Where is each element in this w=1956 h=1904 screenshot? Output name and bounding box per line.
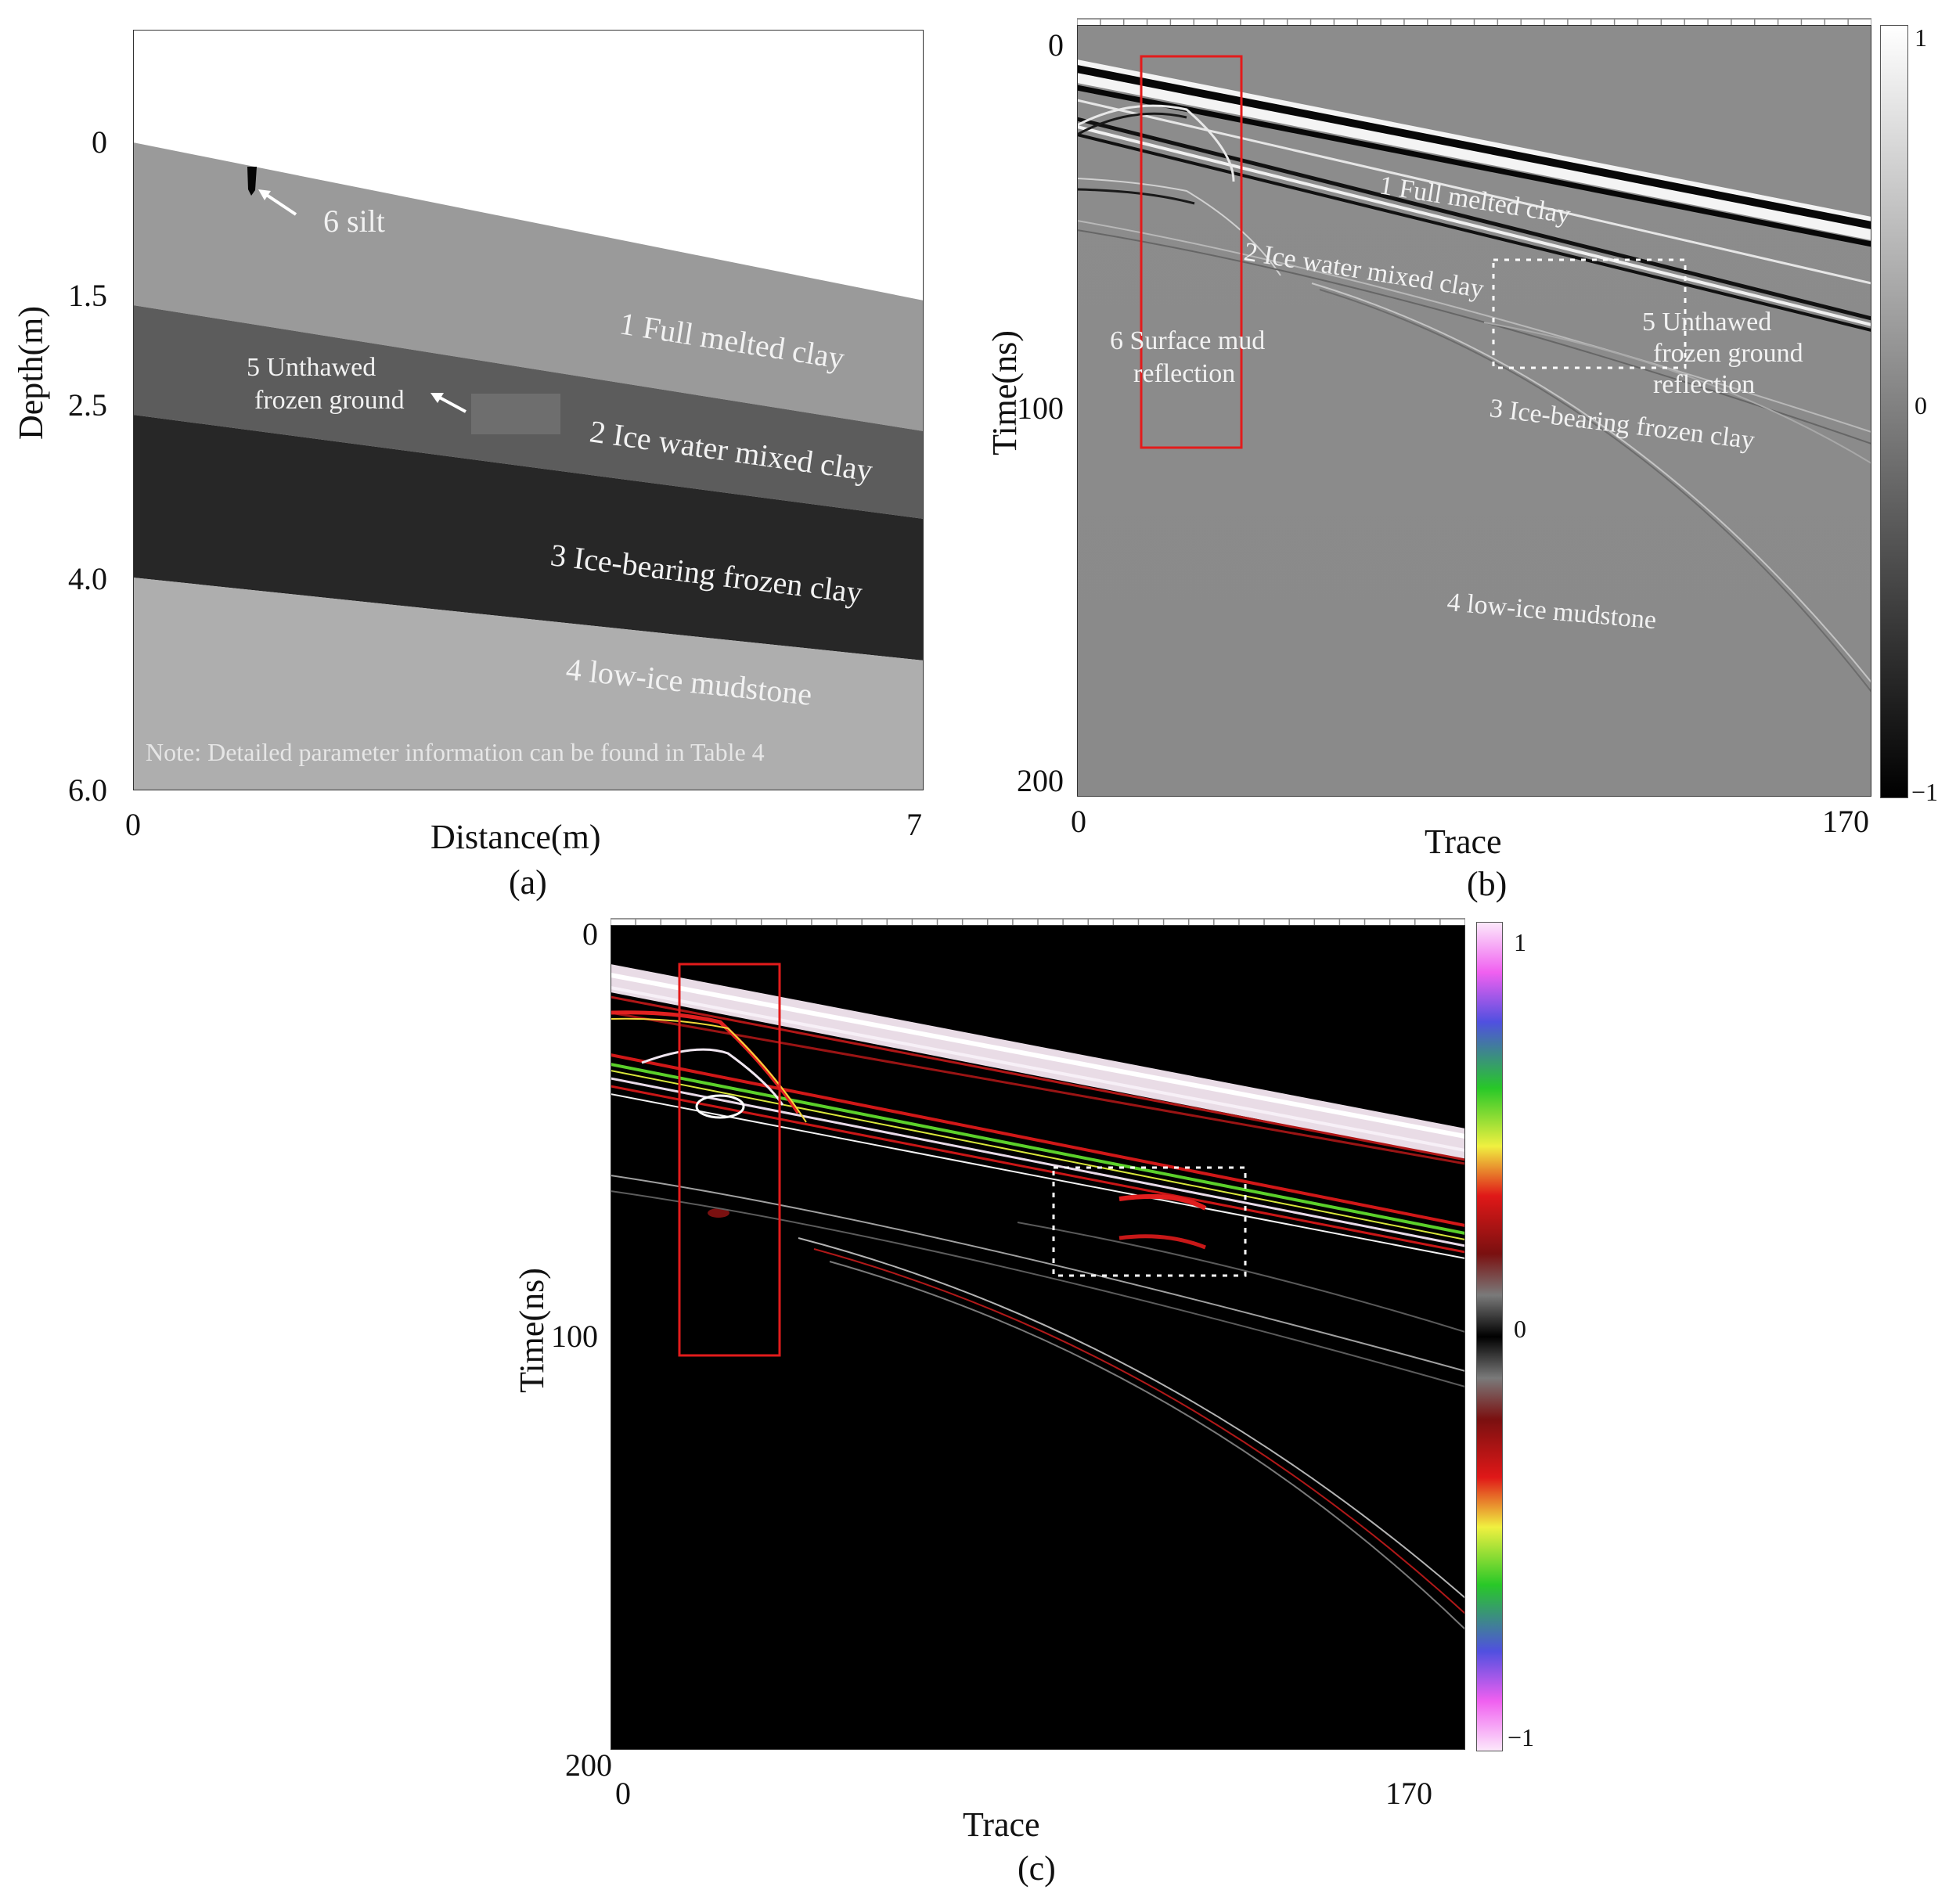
- layer-1-region: [133, 142, 924, 431]
- b-caption: (b): [1467, 865, 1508, 903]
- b-ytick-0: 0: [1048, 27, 1064, 63]
- layer-3-region: [133, 415, 924, 660]
- c-xtick-170: 170: [1385, 1776, 1432, 1811]
- c-top-ticks: [611, 918, 1465, 925]
- panel-b: 1 Full melted clay 2 Ice water mixed cla…: [963, 0, 1956, 903]
- b-top-ticks: [1077, 18, 1871, 25]
- gpr-profile-color: [611, 925, 1465, 1750]
- b-mud-label-1: 6 Surface mud: [1110, 326, 1265, 355]
- c-cb-tick-1: 1: [1514, 928, 1526, 956]
- geologic-model: 6 silt 1 Full melted clay 5 Unthawed fro…: [133, 30, 924, 790]
- b-unthawed-label-1: 5 Unthawed: [1642, 308, 1771, 337]
- b-cb-tick-1: 1: [1915, 23, 1927, 52]
- a-caption: (a): [509, 863, 547, 902]
- b-colorbar: [1880, 25, 1908, 798]
- b-x-axis-label: Trace: [1425, 822, 1502, 861]
- unthawed-box: [1492, 258, 1687, 369]
- c-surface-mud-box: [678, 963, 781, 1357]
- unthawed-frozen-ground-block: [471, 394, 560, 434]
- a-ytick-6-0: 6.0: [68, 772, 107, 808]
- surface-mud-box: [1140, 55, 1243, 449]
- b-y-axis-label: Time(ns): [985, 330, 1024, 455]
- panel-c: 1 0 −1 0 100 200 Time(ns) 0 170 Trace (c…: [470, 900, 1644, 1904]
- c-ytick-0: 0: [582, 916, 598, 952]
- panel-a: 6 silt 1 Full melted clay 5 Unthawed fro…: [0, 0, 971, 900]
- parameter-note: Note: Detailed parameter information can…: [146, 738, 765, 766]
- b-ytick-200: 200: [1017, 763, 1064, 798]
- unthawed-label-2: frozen ground: [254, 386, 405, 415]
- c-cb-tick-0: 0: [1514, 1315, 1526, 1343]
- c-x-axis-label: Trace: [963, 1805, 1040, 1844]
- c-xtick-0: 0: [615, 1776, 631, 1811]
- c-ytick-200: 200: [565, 1747, 612, 1783]
- b-ytick-100: 100: [1017, 391, 1064, 426]
- b-unthawed-label-3: reflection: [1653, 370, 1755, 399]
- b-cb-tick-m1: −1: [1911, 778, 1939, 806]
- a-xtick-7: 7: [906, 807, 922, 842]
- a-xtick-0: 0: [125, 807, 141, 842]
- b-mud-label-2: reflection: [1133, 359, 1235, 388]
- a-y-axis-label: Depth(m): [12, 305, 50, 440]
- c-y-axis-label: Time(ns): [513, 1268, 551, 1393]
- a-ytick-4-0: 4.0: [68, 561, 107, 596]
- silt-arrow: [261, 191, 297, 216]
- direct-wave-black-2: [1077, 85, 1871, 247]
- b-cb-tick-0: 0: [1915, 391, 1927, 419]
- layer-4-region: [133, 578, 924, 790]
- c-colorbar: [1476, 922, 1503, 1751]
- silt-label: 6 silt: [323, 203, 385, 239]
- b-xtick-0: 0: [1071, 804, 1086, 839]
- a-x-axis-label: Distance(m): [430, 818, 601, 856]
- unthawed-label-1: 5 Unthawed: [247, 353, 376, 382]
- c-cb-tick-m1: −1: [1508, 1723, 1535, 1751]
- b-xtick-170: 170: [1822, 804, 1869, 839]
- c-unthawed-box: [1052, 1166, 1247, 1277]
- a-ytick-1-5: 1.5: [68, 278, 107, 313]
- c-ytick-100: 100: [551, 1319, 598, 1354]
- unthawed-arrow: [436, 394, 466, 413]
- a-ytick-0: 0: [92, 124, 107, 160]
- direct-wave-black-1: [1077, 65, 1871, 229]
- a-ytick-2-5: 2.5: [68, 387, 107, 423]
- c-caption: (c): [1018, 1849, 1056, 1888]
- silt-lens: [247, 167, 257, 196]
- b-unthawed-label-2: frozen ground: [1653, 339, 1803, 368]
- gpr-profile-grayscale: 1 Full melted clay 2 Ice water mixed cla…: [1077, 25, 1871, 797]
